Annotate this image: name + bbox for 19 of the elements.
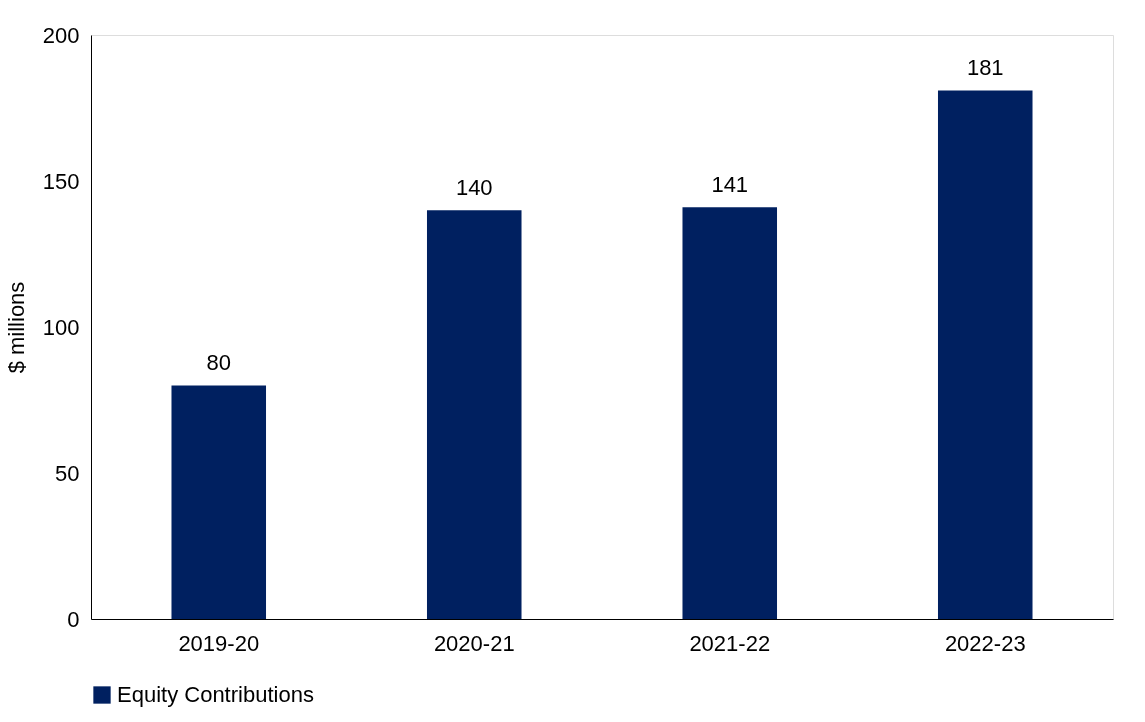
y-tick-label: 100 [42,314,80,340]
y-tick-label: 0 [67,606,80,632]
y-tick-label: 150 [42,168,80,194]
bar [682,207,778,619]
x-tick-label: 2021-22 [689,630,771,656]
data-label: 80 [206,350,231,376]
x-tick-label: 2020-21 [433,630,515,656]
data-label: 181 [966,55,1004,81]
x-tick-label: 2022-23 [944,630,1026,656]
y-tick-label: 200 [42,22,80,48]
legend-label: Equity Contributions [117,682,314,707]
data-label: 141 [711,172,749,198]
data-label: 140 [455,175,493,201]
bar [171,385,267,619]
bar [426,210,522,619]
y-axis-title: $ millions [3,281,29,374]
bar [937,90,1033,619]
y-tick-label: 50 [55,460,80,486]
x-tick-label: 2019-20 [178,630,260,656]
